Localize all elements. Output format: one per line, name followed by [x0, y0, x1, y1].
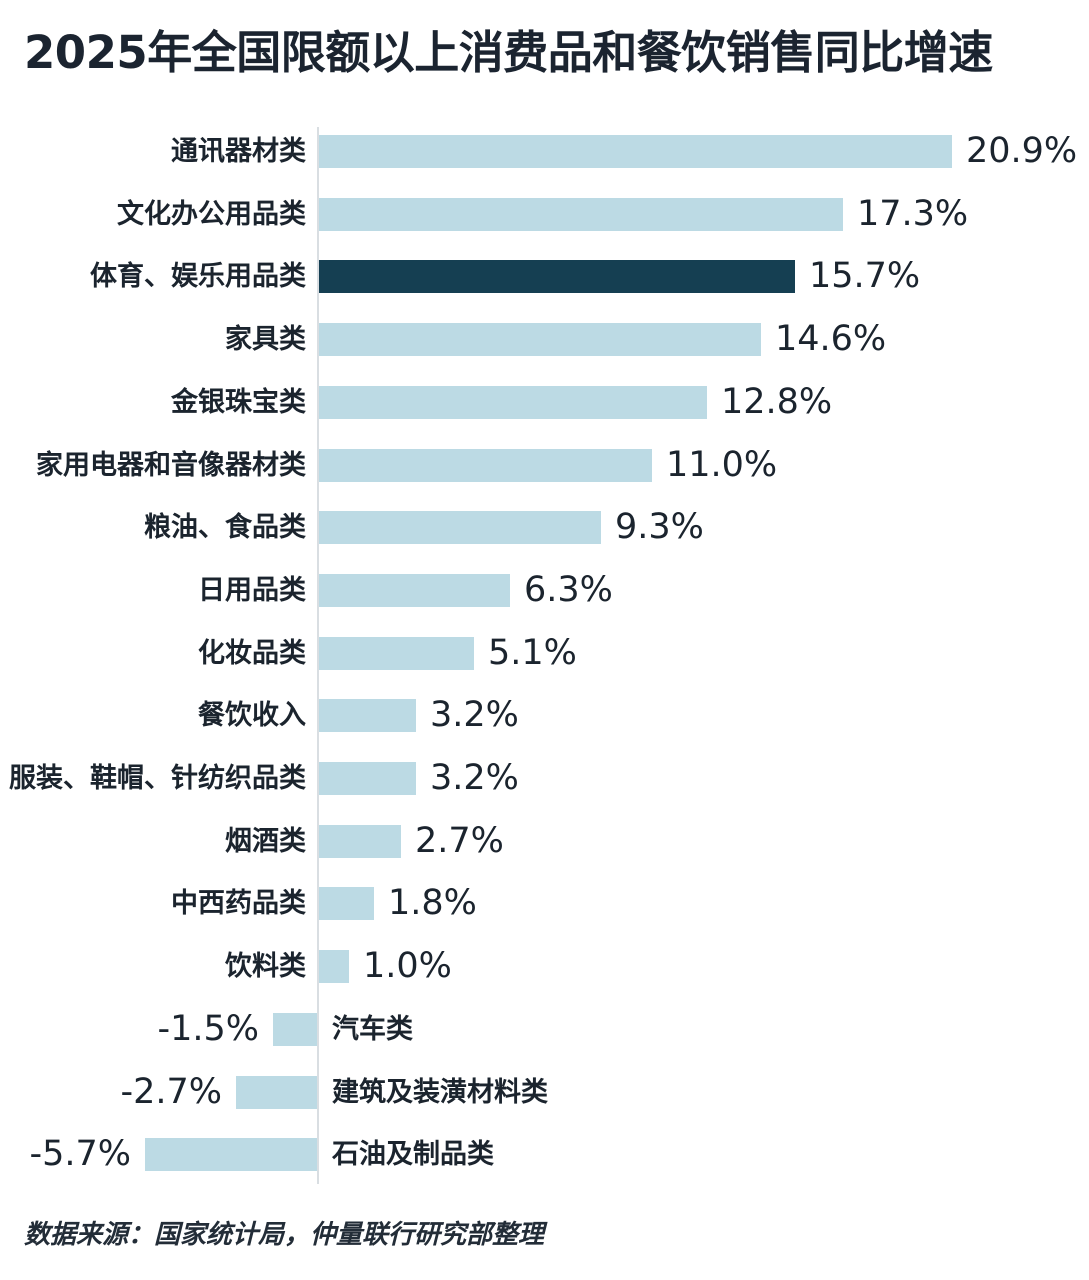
bar: [319, 386, 707, 419]
value-label: 1.0%: [363, 946, 452, 986]
value-label: 17.3%: [857, 194, 969, 234]
category-label: 通讯器材类: [171, 136, 306, 167]
value-label: 12.8%: [721, 382, 833, 422]
bar: [319, 323, 761, 356]
category-label: 粮油、食品类: [144, 512, 306, 543]
bar: [319, 825, 401, 858]
bar: [319, 260, 795, 293]
bar: [319, 449, 652, 482]
value-label: 3.2%: [430, 758, 519, 798]
value-label: 20.9%: [966, 131, 1078, 171]
category-label: 文化办公用品类: [117, 199, 306, 230]
bar: [319, 762, 416, 795]
bar: [319, 887, 374, 920]
source-note: 数据来源：国家统计局，仲量联行研究部整理: [24, 1220, 545, 1250]
value-label: 15.7%: [809, 256, 921, 296]
value-label: 14.6%: [775, 319, 887, 359]
bar: [319, 511, 601, 544]
baseline-axis: [317, 127, 319, 1184]
value-label: -5.7%: [29, 1134, 131, 1174]
category-label: 日用品类: [198, 575, 306, 606]
category-label: 餐饮收入: [198, 700, 306, 731]
value-label: 2.7%: [415, 821, 504, 861]
category-label: 家用电器和音像器材类: [36, 450, 306, 481]
bar: [273, 1013, 318, 1046]
category-label: 中西药品类: [171, 888, 306, 919]
value-label: 3.2%: [430, 695, 519, 735]
bar: [319, 198, 843, 231]
bar: [319, 950, 349, 983]
category-label: 家具类: [225, 324, 306, 355]
value-label: 11.0%: [666, 445, 778, 485]
bar: [319, 637, 474, 670]
category-label: 化妆品类: [198, 638, 306, 669]
category-label: 体育、娱乐用品类: [90, 261, 306, 292]
bar: [145, 1138, 318, 1171]
bar: [236, 1076, 318, 1109]
value-label: 9.3%: [615, 507, 704, 547]
category-label: 服装、鞋帽、针纺织品类: [9, 763, 306, 794]
value-label: 6.3%: [524, 570, 613, 610]
value-label: 1.8%: [388, 883, 477, 923]
chart-title: 2025年全国限额以上消费品和餐饮销售同比增速: [24, 26, 993, 79]
category-label: 建筑及装潢材料类: [332, 1077, 548, 1108]
category-label: 汽车类: [332, 1014, 413, 1045]
category-label: 饮料类: [225, 951, 306, 982]
bar: [319, 574, 510, 607]
bar: [319, 699, 416, 732]
value-label: 5.1%: [488, 633, 577, 673]
value-label: -1.5%: [157, 1009, 259, 1049]
category-label: 烟酒类: [225, 826, 306, 857]
category-label: 石油及制品类: [332, 1139, 494, 1170]
category-label: 金银珠宝类: [171, 387, 306, 418]
value-label: -2.7%: [120, 1072, 222, 1112]
bar: [319, 135, 952, 168]
